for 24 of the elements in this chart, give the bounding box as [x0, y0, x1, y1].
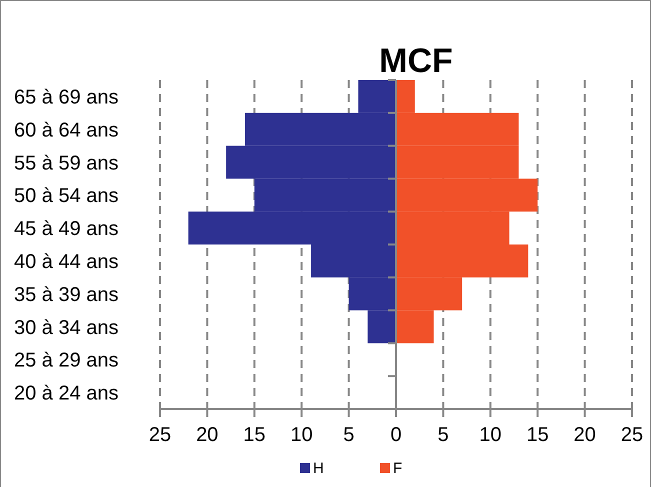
- y-tick-label: 40 à 44 ans: [14, 250, 119, 273]
- x-tick-label: 5: [438, 424, 449, 446]
- y-tick-label: 30 à 34 ans: [14, 316, 119, 339]
- y-tick-label: 25 à 29 ans: [14, 350, 119, 372]
- chart-title: MCF: [379, 42, 453, 80]
- x-tick-label: 25: [620, 424, 644, 446]
- x-tick-label: 15: [243, 424, 266, 446]
- x-tick-label: 20: [196, 424, 218, 446]
- y-tick-label: 55 à 59 ans: [14, 152, 119, 174]
- x-tick-label: 20: [574, 424, 596, 446]
- y-tick-label: 20 à 24 ans: [14, 382, 119, 405]
- x-tick-label: 10: [479, 424, 502, 446]
- y-tick-label: 50 à 54 ans: [14, 185, 119, 208]
- x-tick-label: 0: [390, 424, 402, 446]
- y-tick-label: 45 à 49 ans: [14, 218, 119, 240]
- legend-label: F: [393, 460, 402, 477]
- legend-label: H: [313, 460, 324, 477]
- x-tick-label: 10: [290, 424, 313, 446]
- x-tick-label: 25: [148, 424, 172, 446]
- x-tick-label: 15: [526, 424, 549, 446]
- y-tick-label: 35 à 39 ans: [14, 284, 119, 306]
- y-tick-label: 65 à 69 ans: [14, 86, 119, 108]
- x-tick-label: 5: [343, 424, 354, 446]
- y-tick-label: 60 à 64 ans: [14, 119, 119, 142]
